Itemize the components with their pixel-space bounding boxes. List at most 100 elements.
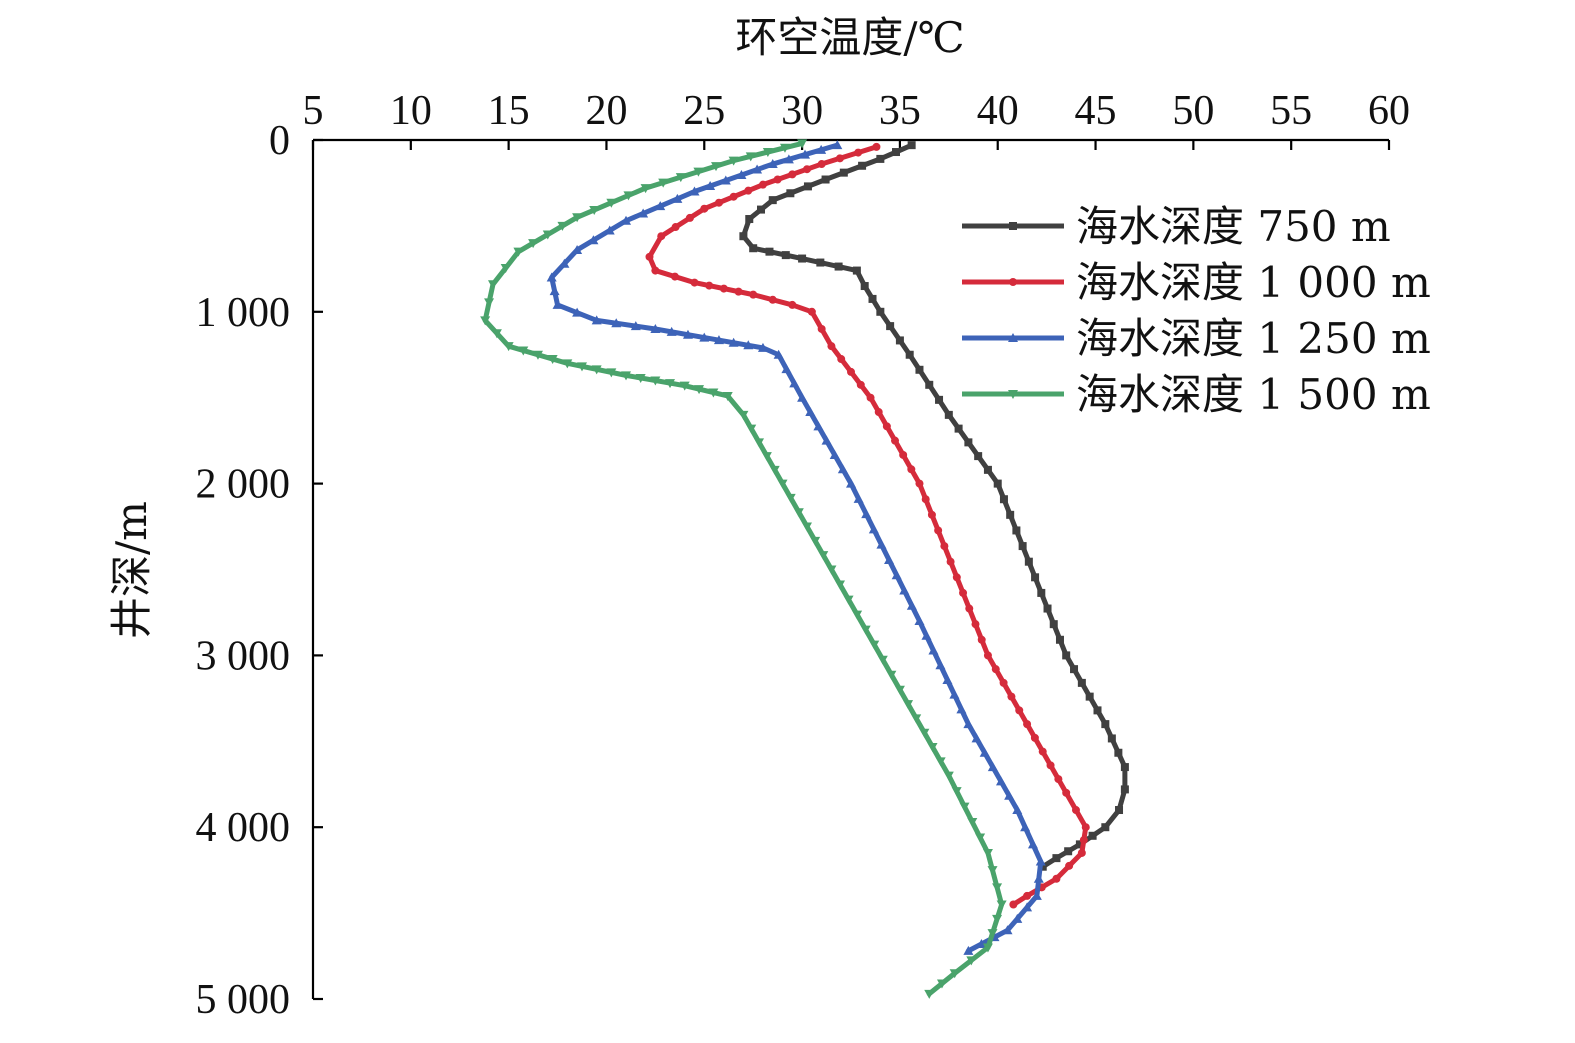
data-point-marker bbox=[959, 588, 968, 597]
data-point-marker bbox=[1052, 854, 1061, 863]
data-point-marker bbox=[891, 436, 900, 445]
data-point-marker bbox=[708, 388, 719, 398]
axes: 5 10 15 20 25 30 35 40 45 50 55 60 0 1 000 2 000 3 000… bbox=[196, 88, 1411, 1023]
data-point-marker bbox=[995, 776, 1006, 786]
data-point-marker bbox=[611, 318, 622, 328]
data-point-marker bbox=[874, 408, 883, 417]
data-point-marker bbox=[853, 493, 864, 503]
data-point-marker bbox=[1120, 763, 1129, 772]
data-point-marker bbox=[484, 298, 495, 308]
data-point-marker bbox=[847, 367, 855, 376]
data-point-marker bbox=[803, 182, 812, 191]
data-point-marker bbox=[781, 251, 790, 260]
data-point-marker bbox=[925, 380, 934, 389]
data-point-marker bbox=[773, 349, 784, 359]
data-point-marker bbox=[872, 142, 881, 151]
data-point-marker bbox=[903, 700, 914, 710]
data-point-marker bbox=[798, 254, 807, 263]
data-point-marker bbox=[738, 410, 749, 420]
data-point-marker bbox=[739, 232, 748, 241]
data-point-marker bbox=[1030, 733, 1039, 742]
data-point-marker bbox=[876, 307, 885, 316]
data-point-marker bbox=[789, 378, 800, 388]
data-point-marker bbox=[503, 342, 514, 352]
x-axis-title: 环空温度/℃ bbox=[735, 13, 964, 62]
data-point-marker bbox=[800, 149, 811, 159]
data-point-marker bbox=[975, 833, 986, 843]
data-point-marker bbox=[672, 193, 683, 203]
data-point-marker bbox=[728, 156, 739, 166]
data-point-marker bbox=[744, 186, 753, 195]
data-point-marker bbox=[719, 284, 728, 293]
data-point-marker bbox=[891, 570, 902, 580]
data-point-marker bbox=[1101, 823, 1110, 832]
data-point-marker bbox=[720, 175, 731, 185]
y-tick-label: 5 000 bbox=[196, 977, 291, 1023]
data-point-marker bbox=[1008, 333, 1018, 342]
data-point-marker bbox=[761, 452, 772, 462]
data-point-marker bbox=[860, 625, 871, 635]
data-point-marker bbox=[779, 143, 790, 153]
data-point-marker bbox=[1085, 692, 1094, 701]
data-point-marker bbox=[749, 244, 758, 253]
data-point-marker bbox=[810, 536, 821, 546]
data-point-marker bbox=[832, 140, 843, 150]
y-tick-label: 2 000 bbox=[196, 462, 291, 508]
data-point-marker bbox=[705, 181, 716, 191]
series-2 bbox=[645, 142, 1090, 909]
data-point-marker bbox=[666, 326, 677, 336]
data-point-marker bbox=[882, 422, 891, 431]
data-point-marker bbox=[487, 280, 498, 290]
series-3 bbox=[546, 140, 1046, 955]
data-point-marker bbox=[982, 943, 993, 953]
data-point-marker bbox=[767, 159, 778, 169]
data-point-marker bbox=[1033, 873, 1044, 883]
data-point-marker bbox=[711, 162, 722, 172]
data-point-marker bbox=[1062, 651, 1071, 660]
data-point-marker bbox=[1027, 839, 1038, 849]
x-tick-label: 60 bbox=[1368, 88, 1410, 134]
data-point-marker bbox=[1088, 831, 1097, 840]
data-point-marker bbox=[675, 173, 686, 183]
data-point-marker bbox=[805, 407, 816, 417]
data-point-marker bbox=[591, 365, 602, 375]
data-point-marker bbox=[895, 336, 904, 345]
data-point-marker bbox=[839, 168, 848, 177]
data-point-marker bbox=[1049, 620, 1058, 629]
data-point-marker bbox=[689, 186, 700, 196]
data-point-marker bbox=[777, 479, 788, 489]
data-point-marker bbox=[572, 244, 583, 254]
legend-label: 海水深度 1 000 m bbox=[1076, 258, 1431, 307]
data-point-marker bbox=[936, 979, 947, 989]
data-point-marker bbox=[621, 215, 632, 225]
data-point-marker bbox=[1004, 790, 1015, 800]
data-point-marker bbox=[693, 167, 704, 177]
data-point-marker bbox=[562, 359, 573, 369]
data-point-marker bbox=[952, 573, 961, 582]
data-point-marker bbox=[757, 342, 768, 352]
data-point-marker bbox=[1022, 902, 1033, 912]
data-point-marker bbox=[906, 600, 917, 610]
data-point-marker bbox=[745, 152, 756, 162]
y-tick-label: 0 bbox=[269, 118, 290, 164]
data-point-marker bbox=[1009, 900, 1018, 909]
data-point-marker bbox=[858, 161, 867, 170]
data-point-marker bbox=[754, 438, 765, 448]
data-point-marker bbox=[1071, 806, 1080, 815]
data-point-marker bbox=[846, 478, 856, 488]
data-point-marker bbox=[919, 728, 930, 738]
data-point-marker bbox=[745, 215, 754, 224]
data-point-marker bbox=[911, 714, 922, 724]
data-point-marker bbox=[1008, 390, 1018, 399]
data-point-marker bbox=[528, 239, 539, 249]
data-point-marker bbox=[1120, 785, 1129, 794]
data-point-marker bbox=[657, 232, 666, 241]
data-point-marker bbox=[852, 266, 861, 275]
data-point-marker bbox=[891, 148, 900, 157]
data-point-marker bbox=[801, 522, 812, 532]
x-tick-label: 50 bbox=[1172, 88, 1214, 134]
data-point-marker bbox=[860, 282, 869, 291]
data-point-marker bbox=[700, 204, 709, 213]
data-point-marker bbox=[1031, 890, 1042, 900]
data-point-marker bbox=[500, 263, 511, 273]
